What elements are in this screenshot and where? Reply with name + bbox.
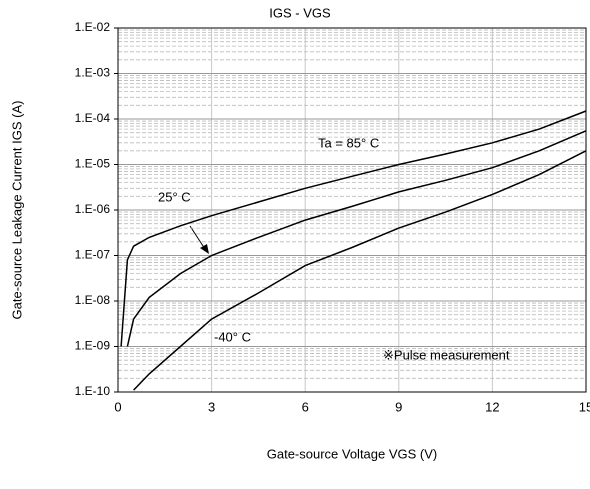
y-axis-label: Gate-source Leakage Current IGS (A) (9, 101, 24, 320)
y-tick-label: 1.E-09 (75, 339, 111, 353)
y-tick-label: 1.E-03 (75, 66, 111, 80)
x-tick-label: 3 (208, 399, 215, 414)
x-axis-label: Gate-source Voltage VGS (V) (267, 446, 438, 461)
annotation: ※Pulse measurement (383, 347, 510, 362)
y-tick-label: 1.E-10 (75, 384, 111, 398)
x-tick-label: 9 (395, 399, 402, 414)
x-tick-label: 15 (579, 399, 590, 414)
y-tick-label: 1.E-02 (75, 20, 111, 34)
x-tick-label: 6 (302, 399, 309, 414)
y-tick-label: 1.E-05 (75, 157, 111, 171)
y-tick-label: 1.E-07 (75, 248, 111, 262)
plot-frame (117, 27, 587, 393)
chart-title: IGS - VGS (269, 5, 331, 20)
series-line (120, 110, 587, 347)
series-label: -40° C (214, 329, 251, 344)
x-tick-label: 0 (114, 399, 121, 414)
x-tick-label: 12 (485, 399, 499, 414)
y-tick-label: 1.E-08 (75, 293, 111, 307)
arrow-head (200, 244, 209, 254)
y-tick-label: 1.E-06 (75, 202, 111, 216)
series-line (126, 130, 587, 347)
series-line (133, 150, 587, 391)
series-label: Ta = 85° C (318, 135, 379, 150)
series-label: 25° C (158, 189, 191, 204)
annotation-arrow (189, 225, 206, 250)
y-tick-label: 1.E-04 (75, 111, 111, 125)
